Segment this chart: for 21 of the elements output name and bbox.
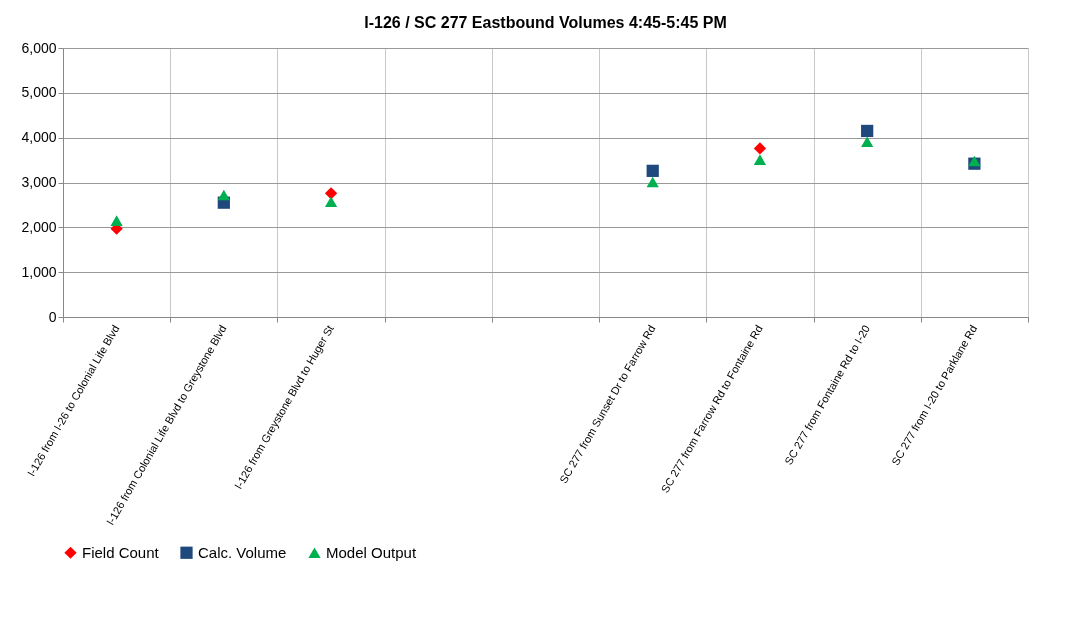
point xyxy=(753,142,767,155)
legend-label: Model Output xyxy=(326,543,417,561)
point xyxy=(324,196,338,208)
point xyxy=(646,176,659,188)
point xyxy=(861,136,874,147)
chart-title: I-126 / SC 277 Eastbound Volumes 4:45-5:45 PM xyxy=(364,14,727,31)
y-tick-label: 1,000 xyxy=(21,263,57,280)
y-tick-label: 5,000 xyxy=(21,84,57,101)
y-tick-label: 2,000 xyxy=(21,218,57,235)
point xyxy=(324,187,338,200)
legend-label: Field Count xyxy=(82,543,160,561)
point xyxy=(646,164,659,177)
y-tick-label: 3,000 xyxy=(21,174,57,190)
legend-label: Calc. Volume xyxy=(198,543,287,561)
y-tick-label: 0 xyxy=(48,308,57,325)
y-tick-label: 4,000 xyxy=(21,129,57,146)
point xyxy=(753,154,767,165)
point xyxy=(110,215,123,226)
point xyxy=(217,189,230,201)
point xyxy=(861,124,874,138)
y-tick-label: 6,000 xyxy=(21,39,57,56)
